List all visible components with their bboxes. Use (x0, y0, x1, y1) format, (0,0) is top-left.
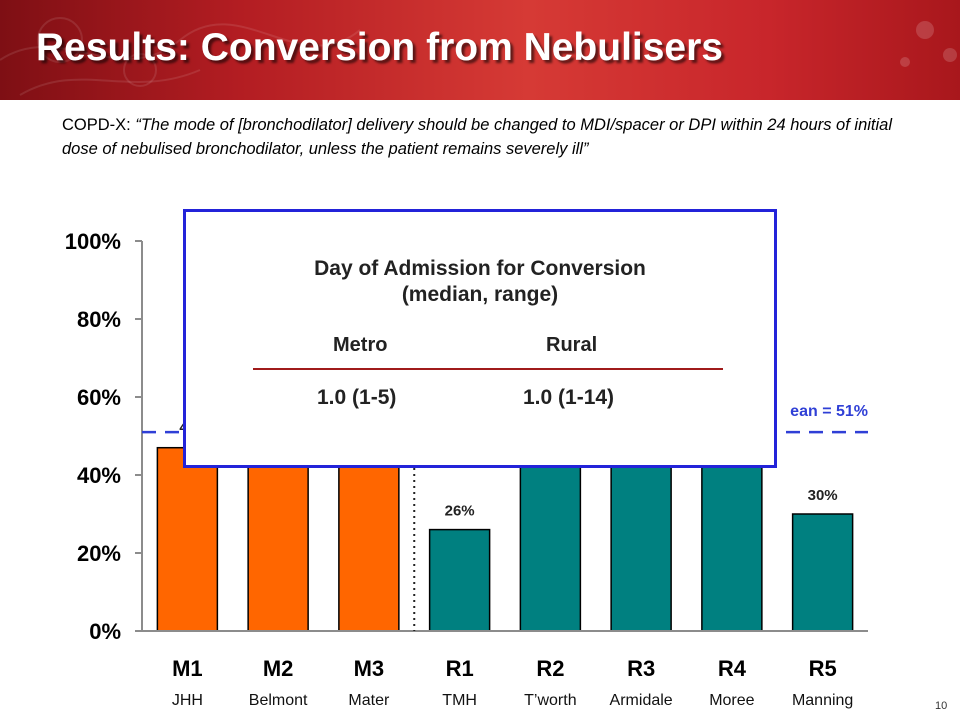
x-tick-label: R5 (809, 656, 837, 681)
hospital-label: Mater (348, 692, 390, 709)
quote-source: COPD-X: (62, 116, 131, 134)
callout-metro-header: Metro (333, 334, 388, 356)
data-label: 26% (445, 503, 475, 520)
y-tick-label: 100% (65, 229, 121, 254)
callout-rural-header: Rural (546, 334, 598, 356)
bar-m1 (156, 446, 219, 632)
callout-divider (253, 368, 723, 370)
hospital-label: Manning (791, 692, 854, 709)
x-tick-label: R1 (446, 656, 474, 681)
y-tick-label: 80% (77, 307, 121, 332)
x-tick-label: M3 (354, 656, 385, 681)
page-title: Results: Conversion from Nebulisers (36, 26, 723, 69)
x-tick-label: R3 (627, 656, 655, 681)
bar-r5 (791, 513, 854, 632)
callout-title-line2: (median, range) (401, 283, 559, 306)
y-tick-label: 0% (89, 619, 121, 644)
bar-m3 (338, 446, 400, 632)
conversion-day-callout: Day of Admission for Conversion (median,… (183, 209, 777, 468)
bar-r3 (610, 446, 672, 632)
x-tick-label: M1 (172, 656, 203, 681)
hospital-label: Belmont (248, 692, 308, 709)
page-number: 10 (935, 700, 948, 712)
bar-m2 (247, 446, 309, 632)
hospital-label: JHH (171, 692, 203, 709)
title-banner: Results: Conversion from Nebulisers (0, 0, 960, 100)
hospital-label: T’worth (524, 692, 577, 709)
callout-rural-value: 1.0 (1-14) (523, 386, 615, 409)
y-tick-label: 20% (77, 541, 121, 566)
callout-title: Day of Admission for Conversion (median,… (186, 256, 774, 308)
bar-r4 (701, 446, 763, 632)
bar-r2 (519, 446, 582, 632)
x-tick-label: M2 (263, 656, 294, 681)
guideline-quote: COPD-X: “The mode of [bronchodilator] de… (62, 113, 892, 161)
bar-r1 (428, 528, 491, 632)
callout-title-line1: Day of Admission for Conversion (314, 257, 646, 280)
y-tick-label: 40% (77, 463, 121, 488)
hospital-label: Armidale (609, 692, 673, 709)
callout-metro-value: 1.0 (1-5) (317, 386, 397, 409)
banner-decoration (0, 17, 957, 96)
x-tick-label: R4 (718, 656, 747, 681)
mean-label: ean = 51% (790, 403, 868, 420)
y-tick-label: 60% (77, 385, 121, 410)
hospital-label: TMH (442, 692, 477, 709)
data-label: 30% (808, 487, 838, 504)
x-tick-label: R2 (536, 656, 564, 681)
hospital-label: Moree (709, 692, 755, 709)
quote-text: “The mode of [bronchodilator] delivery s… (62, 116, 893, 158)
